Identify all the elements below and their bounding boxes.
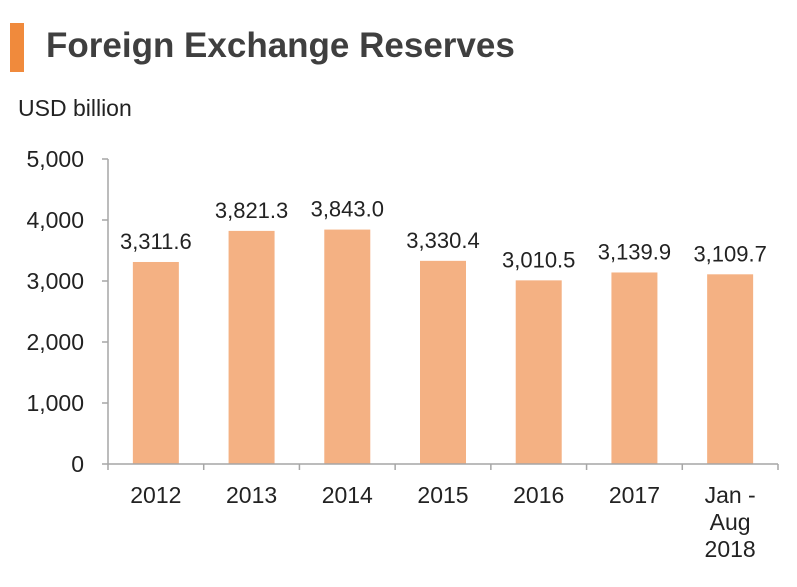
data-label: 3,330.4 (406, 228, 479, 253)
chart-title: Foreign Exchange Reserves (46, 26, 515, 65)
data-label: 3,109.7 (693, 241, 766, 266)
y-axis-unit-label: USD billion (18, 95, 132, 121)
x-tick-label: 2015 (417, 482, 468, 508)
data-label: 3,311.6 (120, 229, 192, 254)
data-label: 3,139.9 (598, 239, 671, 264)
x-tick-label: 2013 (226, 482, 277, 508)
bar (132, 261, 179, 464)
y-tick-label: 2,000 (26, 329, 84, 355)
x-tick-label: 2018 (705, 536, 756, 562)
data-label: 3,821.3 (215, 198, 288, 223)
x-tick-label: 2014 (322, 482, 373, 508)
x-tick-label: 2017 (609, 482, 660, 508)
y-tick-label: 0 (71, 451, 84, 477)
bar (707, 274, 754, 464)
title-accent-bar (10, 23, 24, 72)
x-tick-label: Aug (710, 509, 751, 535)
y-tick-label: 1,000 (26, 390, 84, 416)
bar (611, 272, 658, 464)
y-tick-label: 3,000 (26, 268, 84, 294)
y-tick-label: 5,000 (26, 146, 84, 172)
bar (228, 230, 275, 464)
bar (420, 260, 466, 464)
data-label: 3,843.0 (311, 197, 384, 222)
bar (324, 229, 371, 464)
bar (515, 280, 562, 464)
x-tick-label: 2016 (513, 482, 564, 508)
y-tick-label: 4,000 (26, 207, 84, 233)
x-tick-label: 2012 (130, 482, 181, 508)
x-tick-label: Jan - (705, 482, 756, 508)
data-label: 3,010.5 (502, 247, 575, 272)
